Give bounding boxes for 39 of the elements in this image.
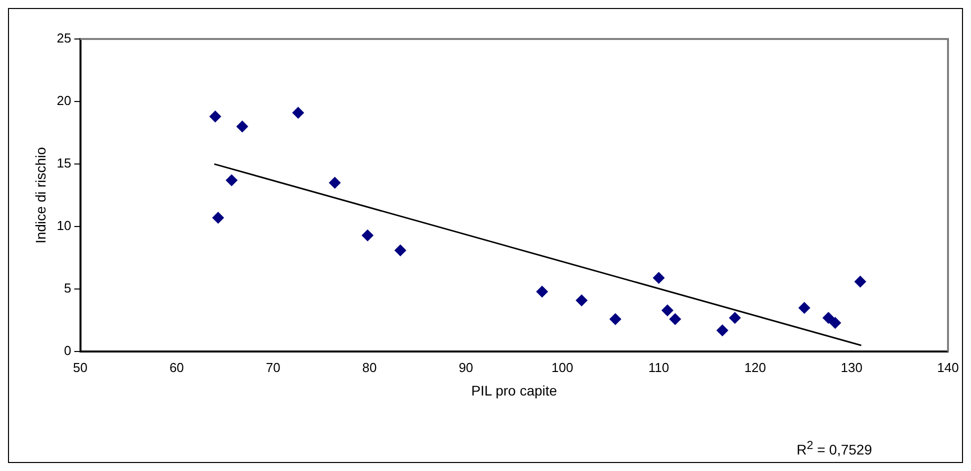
point	[328, 176, 341, 189]
x-tick-label: 130	[840, 360, 862, 375]
point	[394, 244, 406, 256]
point	[798, 302, 810, 314]
y-tick-label: 15	[56, 156, 72, 171]
x-tick-label: 100	[551, 360, 574, 375]
point	[661, 304, 674, 316]
point	[236, 120, 248, 133]
y-tick-label: 5	[64, 280, 72, 296]
y-tick-label: 10	[56, 218, 72, 234]
y-tick-label: 0	[64, 343, 72, 358]
point	[822, 312, 834, 324]
point	[716, 324, 728, 336]
point	[652, 272, 665, 284]
point	[854, 276, 866, 288]
point	[728, 312, 741, 324]
point	[362, 229, 374, 242]
point	[829, 316, 842, 329]
point	[669, 313, 682, 326]
x-axis-title: PIL pro capite	[471, 382, 558, 398]
point	[212, 212, 224, 224]
point	[536, 286, 548, 298]
point	[226, 174, 238, 186]
x-tick-label: 120	[744, 360, 766, 375]
x-tick-label: 60	[169, 360, 184, 375]
y-tick-label: 25	[56, 30, 72, 46]
text: R$^{2}$ = 0,7529	[796, 439, 872, 458]
point	[292, 106, 304, 119]
x-tick-label: 80	[362, 360, 377, 375]
point	[609, 313, 622, 326]
point	[209, 110, 222, 123]
point	[576, 294, 588, 306]
x-tick-label: 90	[458, 360, 474, 375]
x-tick-label: 50	[73, 360, 88, 375]
y-axis-title: Indice di rischio	[32, 146, 48, 244]
y-tick-label: 20	[56, 93, 72, 108]
x-tick-label: 140	[937, 360, 959, 375]
x-tick-label: 70	[266, 360, 280, 375]
x-tick-label: 110	[648, 360, 670, 375]
